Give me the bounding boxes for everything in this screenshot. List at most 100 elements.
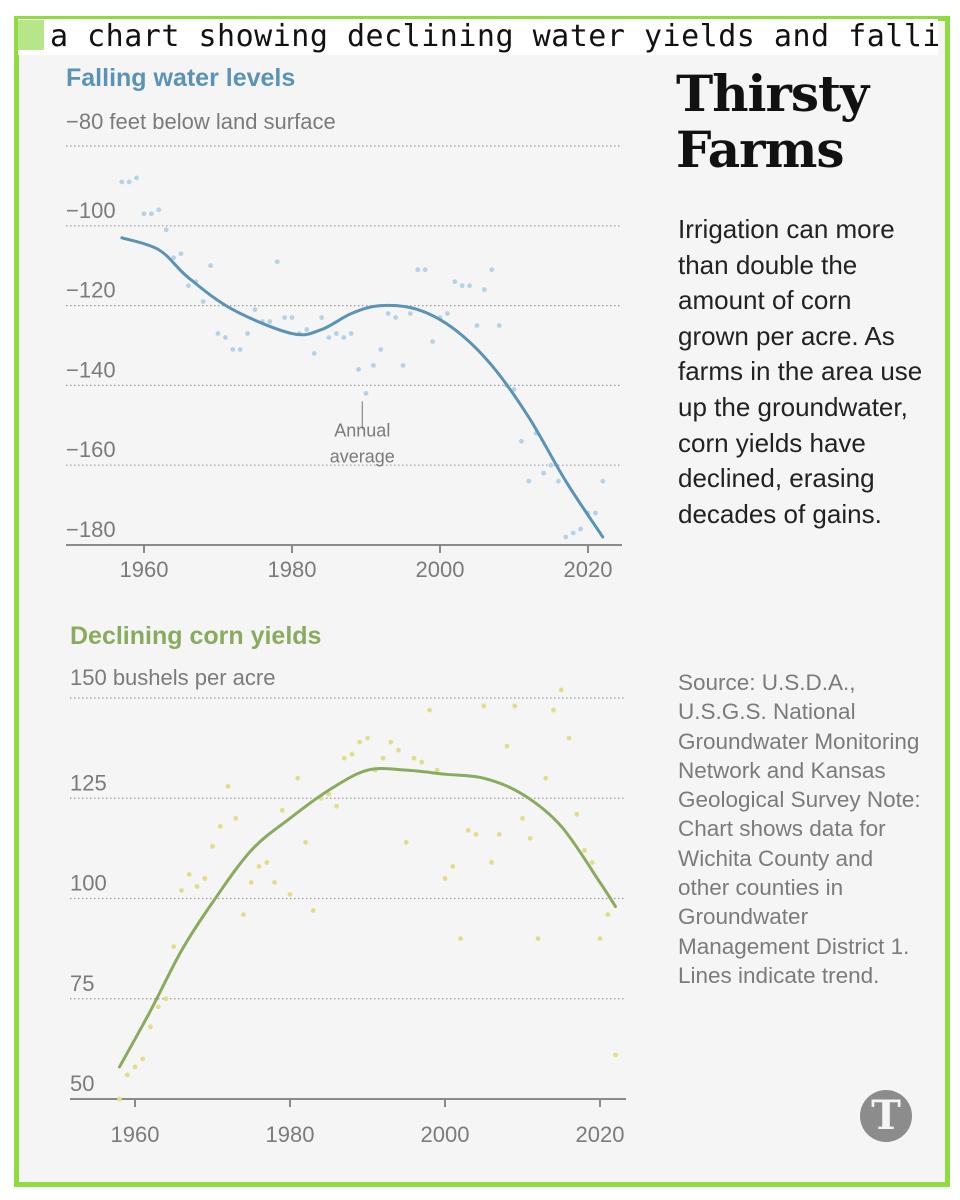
corn-yield-point <box>388 739 394 745</box>
water-level-point <box>556 478 561 484</box>
water-level-point <box>245 331 251 336</box>
water-level-point <box>171 255 177 261</box>
corn-yield-point <box>303 839 308 845</box>
corn-yield-point <box>574 811 580 817</box>
y-tick-label: −140 <box>66 357 116 382</box>
corn-yield-point <box>341 755 347 761</box>
water-level-point <box>563 534 569 540</box>
top-axis-label: −80 feet below land surface <box>66 109 336 134</box>
corn-yield-point <box>380 755 386 761</box>
corn-yield-point <box>520 815 525 821</box>
corn-yield-point <box>155 1004 161 1010</box>
x-tick-label: 2000 <box>416 557 465 582</box>
corn-yield-point <box>458 936 463 941</box>
water-level-point <box>186 283 191 289</box>
annotation-label: Annual <box>334 420 390 440</box>
corn-yield-point <box>450 864 456 869</box>
corn-yield-point <box>403 839 409 845</box>
water-level-point <box>356 367 361 372</box>
y-tick-label: 125 <box>70 770 107 795</box>
corn-yield-point <box>264 860 270 865</box>
water-level-point <box>230 347 236 352</box>
corn-yield-point <box>295 775 301 781</box>
water-level-point <box>252 307 258 312</box>
water-level-point <box>467 283 472 289</box>
y-tick-label: 100 <box>70 871 107 896</box>
water-level-point <box>134 175 140 181</box>
water-level-point <box>393 315 398 320</box>
corn-yield-point <box>272 880 277 885</box>
alt-text-caption: a chart showing declining water yields a… <box>18 19 938 55</box>
water-level-point <box>141 211 147 217</box>
water-level-point <box>511 386 517 392</box>
water-level-point <box>319 315 324 320</box>
corn-yield-point <box>124 1072 130 1078</box>
water-level-point <box>526 478 532 484</box>
graphic-frame <box>14 16 950 1187</box>
corn-yield-point <box>419 759 425 765</box>
water-level-point <box>267 319 273 324</box>
corn-yield-point <box>140 1056 146 1062</box>
y-tick-label: −180 <box>66 517 116 542</box>
corn-yield-point <box>504 743 510 749</box>
water-level-point <box>422 267 428 273</box>
water-level-point <box>548 462 554 468</box>
water-level-point <box>274 259 280 265</box>
water-level-point <box>430 339 435 344</box>
corn-yield-point <box>217 823 223 829</box>
x-tick-label: 2020 <box>564 557 613 582</box>
water-level-point <box>200 299 206 305</box>
water-level-point <box>223 335 228 340</box>
corn-yield-point <box>357 739 363 745</box>
top-axis-label: 150 bushels per acre <box>70 665 275 690</box>
corn-yield-point <box>481 703 487 709</box>
corn-yield-point <box>365 735 370 741</box>
water-level-point <box>519 438 524 444</box>
caption-text: a chart showing declining water yields a… <box>50 19 938 54</box>
corn-yield-point <box>163 996 169 1002</box>
corn-yield-point <box>248 880 254 885</box>
corn-yield-point <box>597 936 603 941</box>
y-tick-label: −120 <box>66 278 116 303</box>
corn-yield-point <box>171 944 177 950</box>
y-tick-label: −100 <box>66 198 116 223</box>
corn-yield-point <box>148 1024 153 1030</box>
x-tick-label: 1980 <box>268 557 317 582</box>
corn-yield-point <box>202 876 208 881</box>
corn-yield-point <box>186 872 192 877</box>
nyt-logo-icon: T <box>860 1090 912 1142</box>
water-level-point <box>149 211 154 217</box>
water-level-point <box>378 347 384 352</box>
corn-yield-point <box>465 827 471 833</box>
x-tick-label: 1980 <box>266 1122 315 1147</box>
y-tick-label: −160 <box>66 437 116 462</box>
water-level-point <box>163 227 169 233</box>
water-level-point <box>445 311 450 316</box>
source-note: Source: U.S.D.A., U.S.G.S. National Grou… <box>678 670 921 988</box>
water-level-point <box>215 331 221 336</box>
water-level-point <box>541 470 546 476</box>
water-level-point <box>341 335 347 340</box>
corn-yield-point <box>527 835 533 841</box>
corn-yield-point <box>473 831 479 837</box>
x-tick-label: 2020 <box>576 1122 625 1147</box>
corn-yield-point <box>589 860 595 865</box>
water-level-point <box>474 323 480 328</box>
annotation-label: average <box>330 446 395 466</box>
corn-yield-point <box>233 815 239 821</box>
corn-yield-point <box>582 847 587 853</box>
water-chart-title: Falling water levels <box>66 64 296 92</box>
water-level-point <box>311 351 317 356</box>
corn-yield-point <box>543 775 549 781</box>
corn-yield-point <box>411 755 417 761</box>
water-level-point <box>400 363 406 368</box>
corn-yield-point <box>613 1052 618 1058</box>
corn-chart-title: Declining corn yields <box>70 622 322 650</box>
corn-yield-point <box>396 747 401 753</box>
y-tick-label: 50 <box>70 1071 94 1096</box>
corn-trend-line <box>118 767 617 1069</box>
water-level-point <box>371 363 376 368</box>
x-tick-label: 1960 <box>120 557 169 582</box>
water-level-point <box>408 311 413 316</box>
corn-yield-point <box>279 807 285 813</box>
